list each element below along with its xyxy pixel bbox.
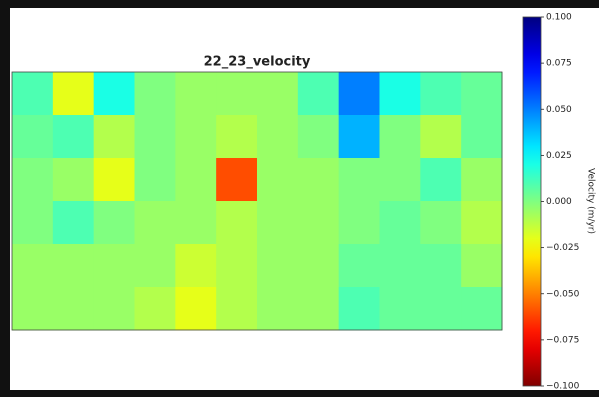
colorbar-tick-label: −0.050 bbox=[546, 289, 580, 299]
heatmap-cell bbox=[216, 201, 258, 245]
heatmap-cell bbox=[338, 115, 380, 159]
heatmap-cell bbox=[461, 287, 503, 331]
heatmap-cell bbox=[338, 158, 380, 202]
heatmap-cell bbox=[297, 158, 340, 202]
heatmap-cell bbox=[461, 244, 503, 288]
heatmap-cell bbox=[338, 72, 380, 116]
heatmap-cell bbox=[379, 158, 421, 202]
colorbar-tick-label: 0.000 bbox=[546, 197, 572, 207]
heatmap-cell bbox=[420, 201, 462, 245]
colorbar-tick-label: −0.075 bbox=[546, 335, 579, 345]
heatmap-cell bbox=[420, 72, 462, 116]
heatmap-cell bbox=[420, 115, 462, 159]
heatmap-cell bbox=[93, 158, 135, 202]
heatmap-cell bbox=[134, 158, 176, 202]
heatmap-cell bbox=[175, 115, 217, 159]
chart-title: 22_23_velocity bbox=[204, 55, 311, 70]
heatmap-cell bbox=[420, 244, 462, 288]
heatmap-cell bbox=[175, 287, 217, 331]
heatmap-cell bbox=[420, 287, 462, 331]
heatmap-cell bbox=[93, 287, 135, 331]
heatmap-cell bbox=[461, 201, 503, 245]
heatmap-cell bbox=[12, 201, 54, 245]
heatmap-cell bbox=[338, 201, 380, 245]
heatmap-cell bbox=[134, 115, 176, 159]
heatmap-cell bbox=[379, 115, 421, 159]
heatmap-cell bbox=[379, 201, 421, 245]
heatmap-cell bbox=[379, 244, 421, 288]
heatmap-cell bbox=[257, 244, 299, 288]
heatmap-cell bbox=[12, 244, 54, 288]
heatmap-cell bbox=[175, 244, 217, 288]
heatmap-cell bbox=[12, 158, 54, 202]
heatmap-cell bbox=[379, 287, 421, 331]
heatmap-cell bbox=[52, 115, 95, 159]
heatmap-cell bbox=[420, 158, 462, 202]
heatmap-cell bbox=[297, 201, 340, 245]
heatmap-cell bbox=[297, 287, 340, 331]
heatmap-cell bbox=[297, 115, 340, 159]
colorbar-tick-label: 0.050 bbox=[546, 105, 572, 115]
heatmap-cell bbox=[134, 287, 176, 331]
heatmap-cell bbox=[52, 201, 95, 245]
heatmap-cell bbox=[175, 201, 217, 245]
heatmap-cell bbox=[134, 244, 176, 288]
colorbar-tick-label: −0.025 bbox=[546, 243, 579, 253]
heatmap-cell bbox=[297, 72, 340, 116]
heatmap-cell bbox=[52, 287, 95, 331]
colorbar-tick-label: 0.025 bbox=[546, 151, 572, 161]
heatmap-cell bbox=[175, 158, 217, 202]
heatmap-cell bbox=[93, 115, 135, 159]
colorbar-label: Velocity (m/yr) bbox=[586, 168, 596, 234]
colorbar-tick-label: 0.075 bbox=[546, 59, 572, 69]
heatmap-cell bbox=[12, 287, 54, 331]
heatmap-cell bbox=[257, 72, 299, 116]
plot-frame bbox=[11, 71, 503, 331]
heatmap-cell bbox=[461, 115, 503, 159]
heatmap-cell bbox=[297, 244, 340, 288]
heatmap-cell bbox=[257, 287, 299, 331]
heatmap-cell bbox=[379, 72, 421, 116]
heatmap-cell bbox=[52, 244, 95, 288]
heatmap-cell bbox=[216, 72, 258, 116]
heatmap-cell bbox=[12, 72, 54, 116]
heatmap-cell bbox=[12, 115, 54, 159]
heatmap-cell bbox=[338, 287, 380, 331]
colorbar bbox=[522, 16, 542, 387]
heatmap-cell bbox=[93, 244, 135, 288]
heatmap-cell bbox=[52, 158, 95, 202]
heatmap-cell bbox=[93, 72, 135, 116]
heatmap-cell bbox=[216, 244, 258, 288]
heatmap-cell bbox=[216, 115, 258, 159]
colorbar-tick-label: −0.100 bbox=[546, 382, 580, 392]
colorbar-tick-label: 0.100 bbox=[546, 13, 572, 23]
heatmap-cell bbox=[257, 115, 299, 159]
heatmap-cell bbox=[175, 72, 217, 116]
heatmap-cell bbox=[52, 72, 95, 116]
heatmap-cell bbox=[257, 201, 299, 245]
heatmap-cell bbox=[257, 158, 299, 202]
heatmap-cell bbox=[134, 201, 176, 245]
heatmap-cell bbox=[93, 201, 135, 245]
heatmap-cell bbox=[134, 72, 176, 116]
heatmap-cell bbox=[461, 158, 503, 202]
heatmap-cell bbox=[216, 287, 258, 331]
heatmap-cell bbox=[338, 244, 380, 288]
heatmap-cell bbox=[461, 72, 503, 116]
heatmap-cell bbox=[216, 158, 258, 202]
